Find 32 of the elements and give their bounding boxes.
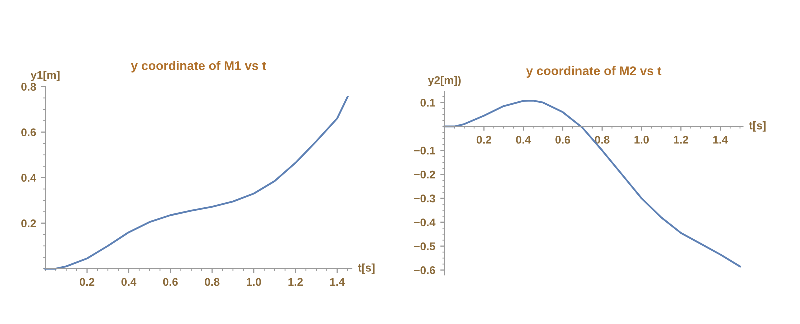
- y-tick-label: −0.1: [414, 146, 436, 155]
- y-tick-label: 0.4: [22, 174, 37, 182]
- y-tick-label: −0.5: [414, 242, 436, 250]
- x-tick-label: 1.0: [634, 136, 650, 144]
- x-axis-title: t[s]: [749, 122, 766, 132]
- y-tick-label: 0.8: [22, 83, 36, 91]
- x-tick-label: 0.2: [476, 136, 492, 144]
- line-series: [44, 96, 349, 270]
- y-tick-label: −0.3: [414, 194, 436, 203]
- y-tick-label: −0.6: [414, 266, 436, 274]
- chart-title: y coordinate of M1 vs t: [131, 61, 266, 73]
- y-tick-label: −0.2: [414, 170, 436, 179]
- x-tick-label: 1.4: [330, 278, 346, 286]
- y-tick-label: 0.1: [420, 99, 436, 107]
- x-tick-label: 0.8: [205, 278, 220, 286]
- x-tick-label: 0.4: [516, 136, 532, 144]
- x-tick-label: 0.6: [556, 136, 570, 144]
- x-tick-label: 1.2: [674, 136, 688, 144]
- chart-title: y coordinate of M2 vs t: [526, 66, 662, 78]
- y-tick-label: 0.6: [22, 128, 36, 136]
- x-tick-label: 0.2: [80, 278, 95, 286]
- x-tick-label: 0.6: [163, 278, 178, 286]
- x-tick-label: 0.4: [122, 278, 137, 286]
- x-tick-label: 1.0: [247, 278, 262, 286]
- y-axis-title: y2[m]): [428, 76, 461, 87]
- x-tick-label: 1.2: [288, 278, 303, 286]
- x-axis-title: t[s]: [358, 264, 375, 274]
- y-tick-label: −0.4: [414, 218, 436, 227]
- y-tick-label: 0.2: [22, 220, 36, 228]
- x-tick-label: 1.4: [714, 136, 728, 144]
- x-tick-label: 0.8: [595, 136, 610, 144]
- y-axis-title: y1[m]: [30, 71, 60, 82]
